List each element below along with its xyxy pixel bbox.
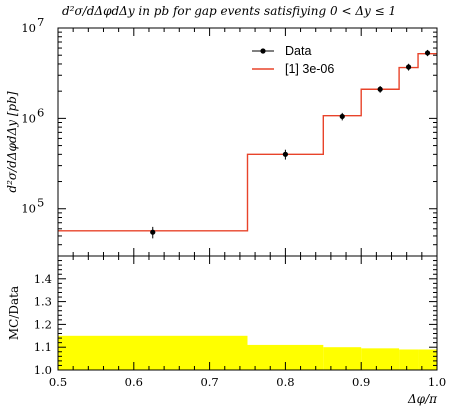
y-tick-exponent: 6 — [37, 105, 44, 119]
legend[interactable]: Data [1] 3e-06 — [252, 44, 334, 76]
ratio-band-bin — [361, 348, 400, 370]
data-point — [405, 64, 412, 70]
chart-title: d²σ/dΔφdΔy in pb for gap events satisfiy… — [62, 4, 396, 18]
main-y-axis-label: d²σ/dΔφdΔy [pb] — [5, 91, 19, 192]
ratio-band-bin — [399, 349, 419, 370]
y-tick-label: 10 — [21, 21, 36, 35]
plot-frames — [57, 27, 438, 371]
ratio-frame — [57, 255, 438, 371]
ratio-band-bin — [418, 349, 437, 370]
mc-step-series — [58, 52, 437, 232]
legend-mc-label: [1] 3e-06 — [285, 62, 334, 76]
y-tick-label: 10 — [21, 111, 36, 125]
legend-data-label: Data — [285, 44, 311, 58]
data-point — [377, 86, 383, 92]
x-axis-label: Δφ/π — [407, 392, 438, 406]
ratio-band — [58, 335, 437, 370]
x-tick-label: 0.9 — [352, 375, 370, 389]
data-point — [339, 113, 345, 120]
x-tick-label: 1.0 — [428, 375, 446, 389]
data-point — [150, 229, 156, 235]
ratio-y-tick-label: 1.1 — [34, 340, 52, 354]
y-tick-exponent: 7 — [37, 15, 44, 29]
x-tick-label: 0.6 — [125, 375, 143, 389]
ratio-y-tick-label: 1.2 — [34, 317, 52, 331]
x-tick-label: 0.7 — [200, 375, 218, 389]
y-tick-label: 10 — [21, 202, 36, 216]
x-tick-label: 0.8 — [276, 375, 294, 389]
ratio-y-tick-label: 1.4 — [34, 272, 52, 286]
data-point — [424, 50, 431, 56]
data-point — [282, 151, 288, 157]
y-tick-exponent: 5 — [37, 196, 44, 210]
mc-step-line — [58, 52, 437, 232]
ratio-y-tick-label: 1.3 — [34, 295, 52, 309]
x-tick-label: 0.5 — [49, 375, 67, 389]
ratio-y-axis-label: MC/Data — [7, 286, 21, 340]
data-points — [150, 49, 431, 239]
ratio-y-tick-label: 1.0 — [34, 363, 52, 377]
legend-data-marker — [260, 48, 266, 54]
ratio-band-bin — [323, 347, 362, 370]
ratio-band-bin — [58, 335, 248, 370]
